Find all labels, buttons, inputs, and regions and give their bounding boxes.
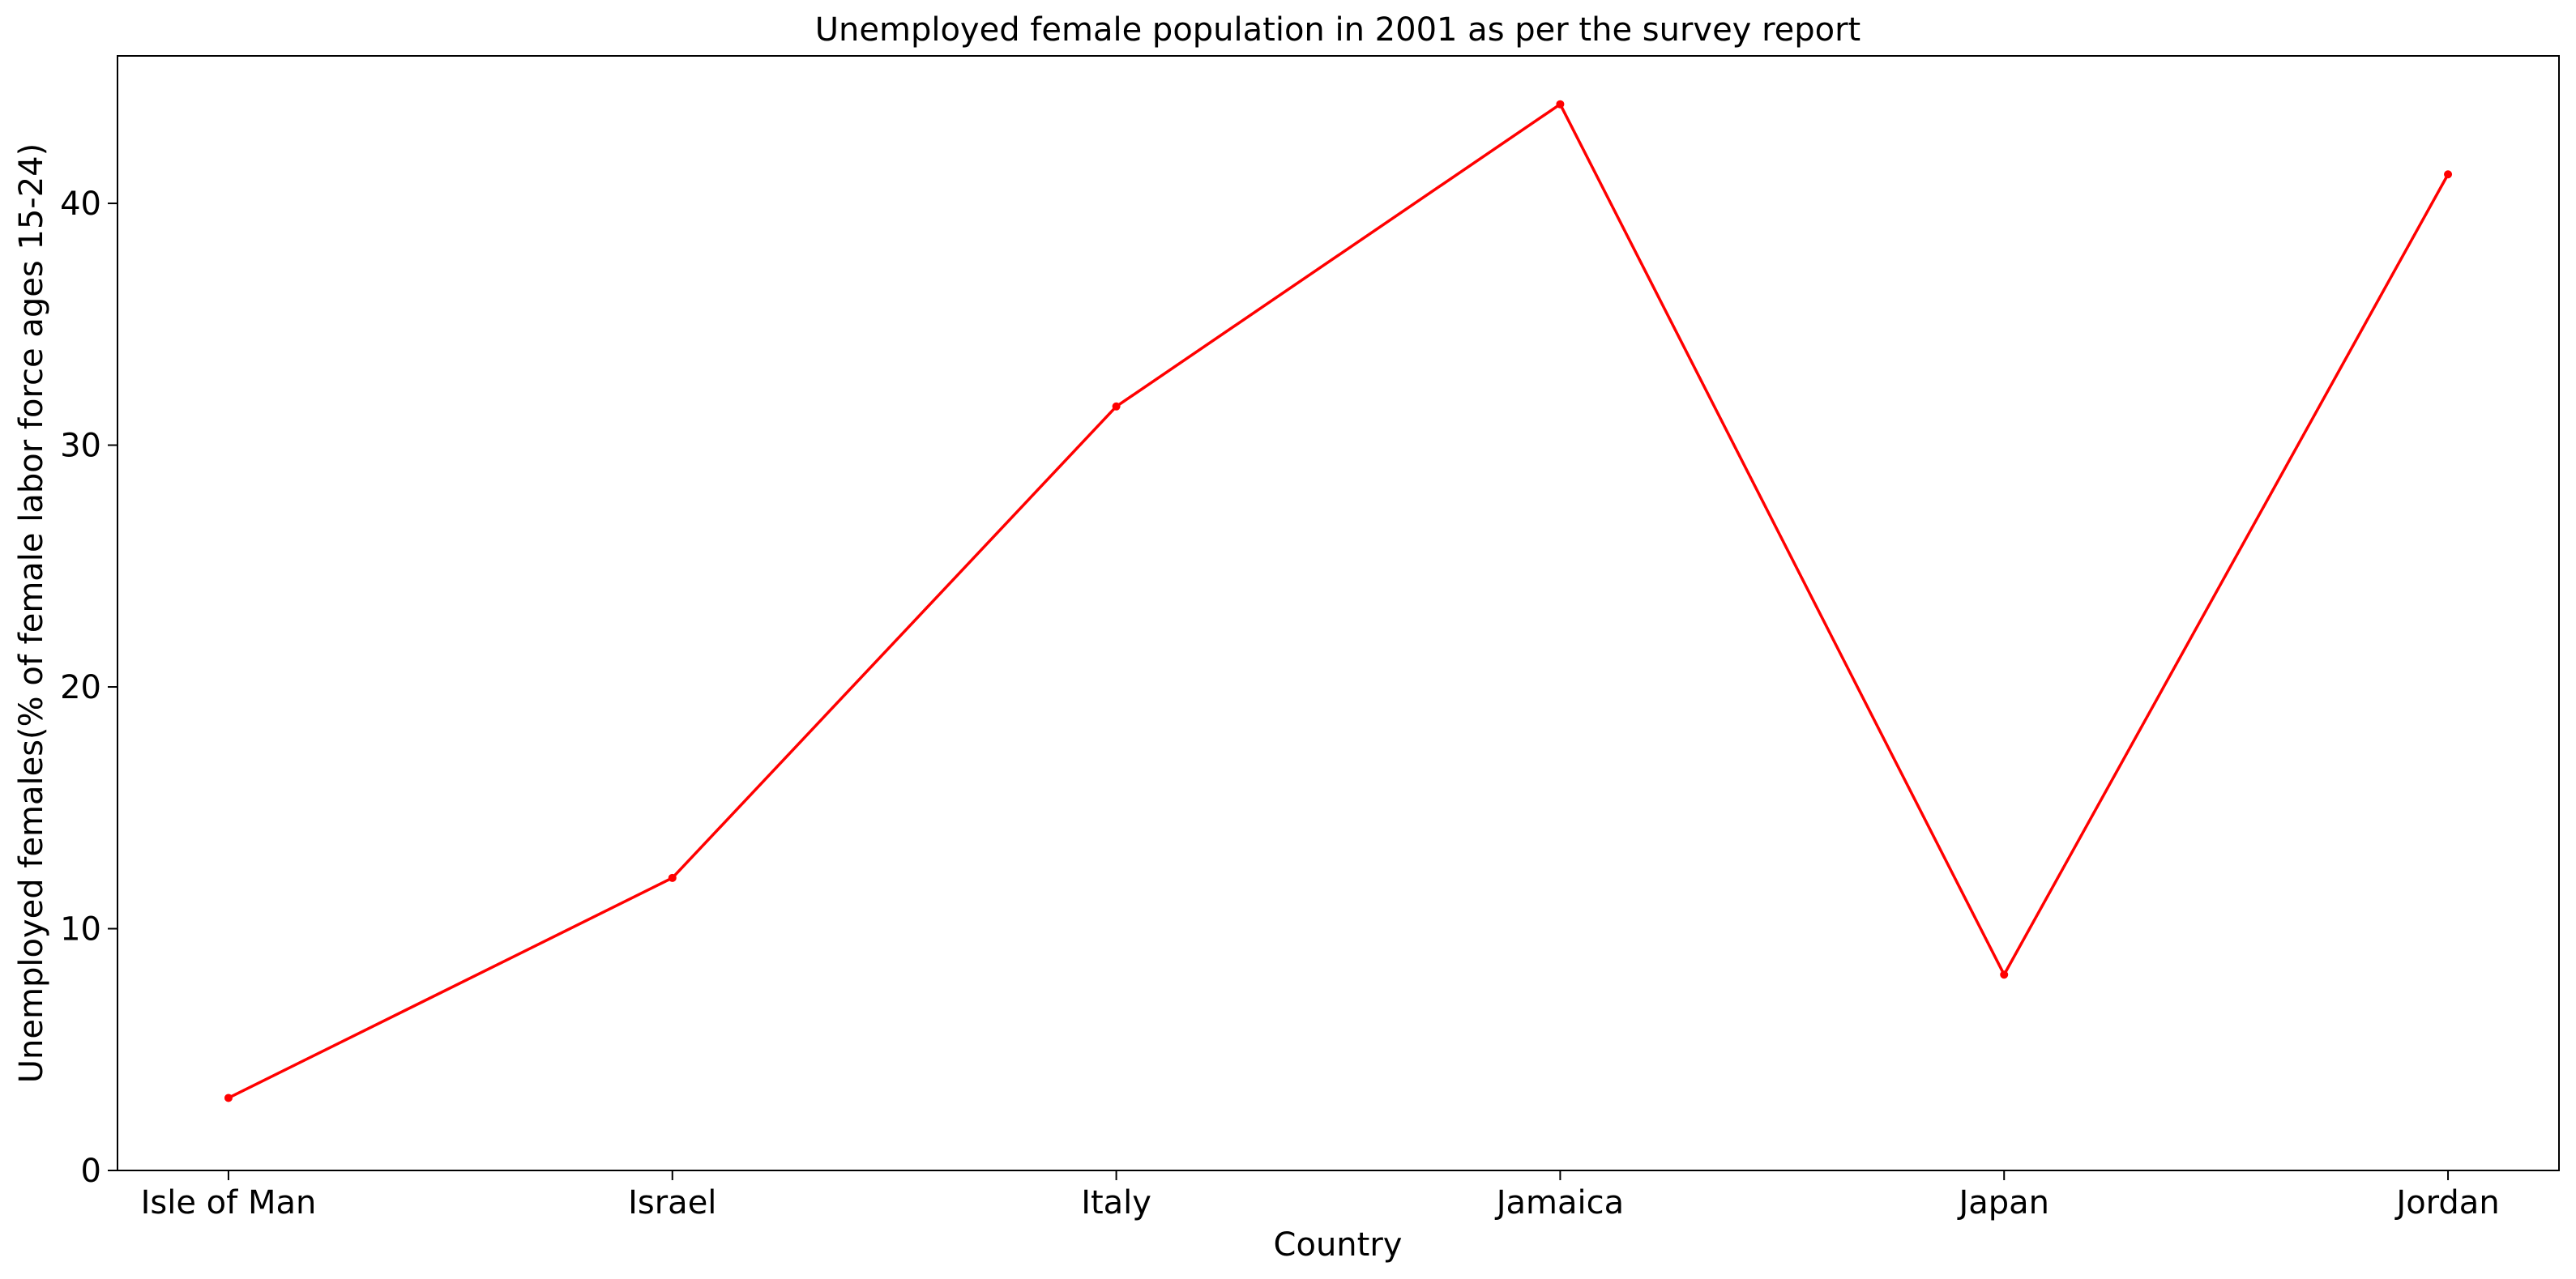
data-point <box>2000 970 2009 979</box>
y-tick-label: 10 <box>60 911 101 949</box>
y-tick-label: 20 <box>60 669 101 706</box>
plot-frame <box>117 55 2560 1171</box>
y-axis-title: Unemployed females(% of female labor for… <box>13 143 50 1084</box>
plot-area: 0 10 20 30 40 Isle of Man Israel Italy Jamaica Ja… <box>60 55 2560 1221</box>
data-point <box>1112 402 1121 411</box>
data-point <box>668 873 677 882</box>
chart-title: Unemployed female population in 2001 as … <box>815 11 1861 49</box>
y-tick-label: 40 <box>60 185 101 223</box>
x-tick-label: Italy <box>1081 1184 1151 1221</box>
x-tick-label: Jordan <box>2394 1184 2499 1221</box>
data-point <box>224 1094 233 1102</box>
x-tick-label: Isle of Man <box>141 1184 317 1221</box>
x-tick-label: Israel <box>628 1184 716 1221</box>
series-line <box>228 102 2450 1100</box>
data-point <box>2444 170 2453 179</box>
y-tick-label: 0 <box>81 1153 101 1190</box>
data-point <box>1556 100 1565 109</box>
x-tick-label: Jamaica <box>1494 1184 1624 1221</box>
x-axis-title: Country <box>1274 1226 1403 1264</box>
x-tick-label: Japan <box>1956 1184 2049 1221</box>
y-tick-label: 30 <box>60 428 101 465</box>
